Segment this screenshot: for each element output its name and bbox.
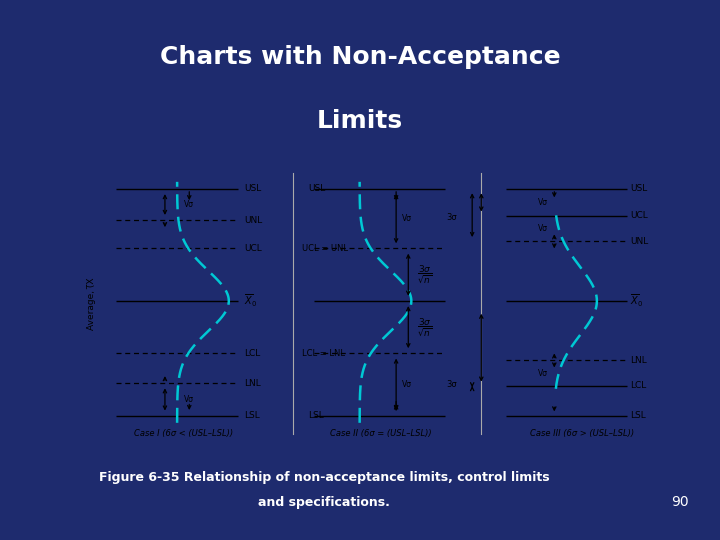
Text: Vσ: Vσ: [539, 198, 548, 207]
Text: Vσ: Vσ: [539, 369, 548, 377]
Text: USL: USL: [631, 185, 647, 193]
Text: UCL = UNL: UCL = UNL: [302, 244, 348, 253]
Text: LCL = LNL: LCL = LNL: [302, 349, 345, 358]
Text: Average, (̅X: Average, (̅X: [87, 278, 96, 330]
Text: Vσ: Vσ: [184, 200, 194, 209]
Text: USL: USL: [244, 185, 261, 193]
Text: LCL: LCL: [631, 381, 647, 390]
Text: 3σ: 3σ: [446, 380, 457, 389]
Text: UNL: UNL: [244, 215, 262, 225]
Text: Figure 6-35 Relationship of non-acceptance limits, control limits: Figure 6-35 Relationship of non-acceptan…: [99, 471, 549, 484]
Text: and specifications.: and specifications.: [258, 496, 390, 509]
Text: Case III (6σ > (USL–LSL)): Case III (6σ > (USL–LSL)): [530, 429, 634, 438]
Text: LSL: LSL: [308, 411, 324, 420]
Text: UNL: UNL: [631, 237, 649, 246]
Text: Charts with Non-Acceptance: Charts with Non-Acceptance: [160, 45, 560, 69]
Text: UCL: UCL: [244, 244, 262, 253]
Text: Vσ: Vσ: [402, 214, 413, 223]
Text: LSL: LSL: [244, 411, 260, 420]
Text: Case II (6σ = (USL–LSL)): Case II (6σ = (USL–LSL)): [330, 429, 432, 438]
Text: $\dfrac{3\sigma}{\sqrt{n}}$: $\dfrac{3\sigma}{\sqrt{n}}$: [418, 316, 433, 338]
Text: USL: USL: [308, 185, 325, 193]
Text: $\overline{X}_0$: $\overline{X}_0$: [631, 293, 644, 309]
Text: LCL: LCL: [244, 349, 260, 358]
Text: Case I (6σ < (USL–LSL)): Case I (6σ < (USL–LSL)): [134, 429, 233, 438]
Text: 3σ: 3σ: [446, 213, 457, 222]
Text: UCL: UCL: [631, 211, 648, 220]
Text: LNL: LNL: [631, 356, 647, 365]
Text: Vσ: Vσ: [184, 395, 194, 404]
Text: $\dfrac{3\sigma}{\sqrt{n}}$: $\dfrac{3\sigma}{\sqrt{n}}$: [418, 264, 433, 286]
Text: Limits: Limits: [317, 110, 403, 133]
Text: Vσ: Vσ: [402, 380, 413, 389]
Text: 90: 90: [671, 495, 688, 509]
Text: LNL: LNL: [244, 379, 261, 388]
Text: Vσ: Vσ: [539, 224, 548, 233]
Text: LSL: LSL: [631, 411, 646, 420]
Text: $\overline{X}_0$: $\overline{X}_0$: [244, 293, 257, 309]
